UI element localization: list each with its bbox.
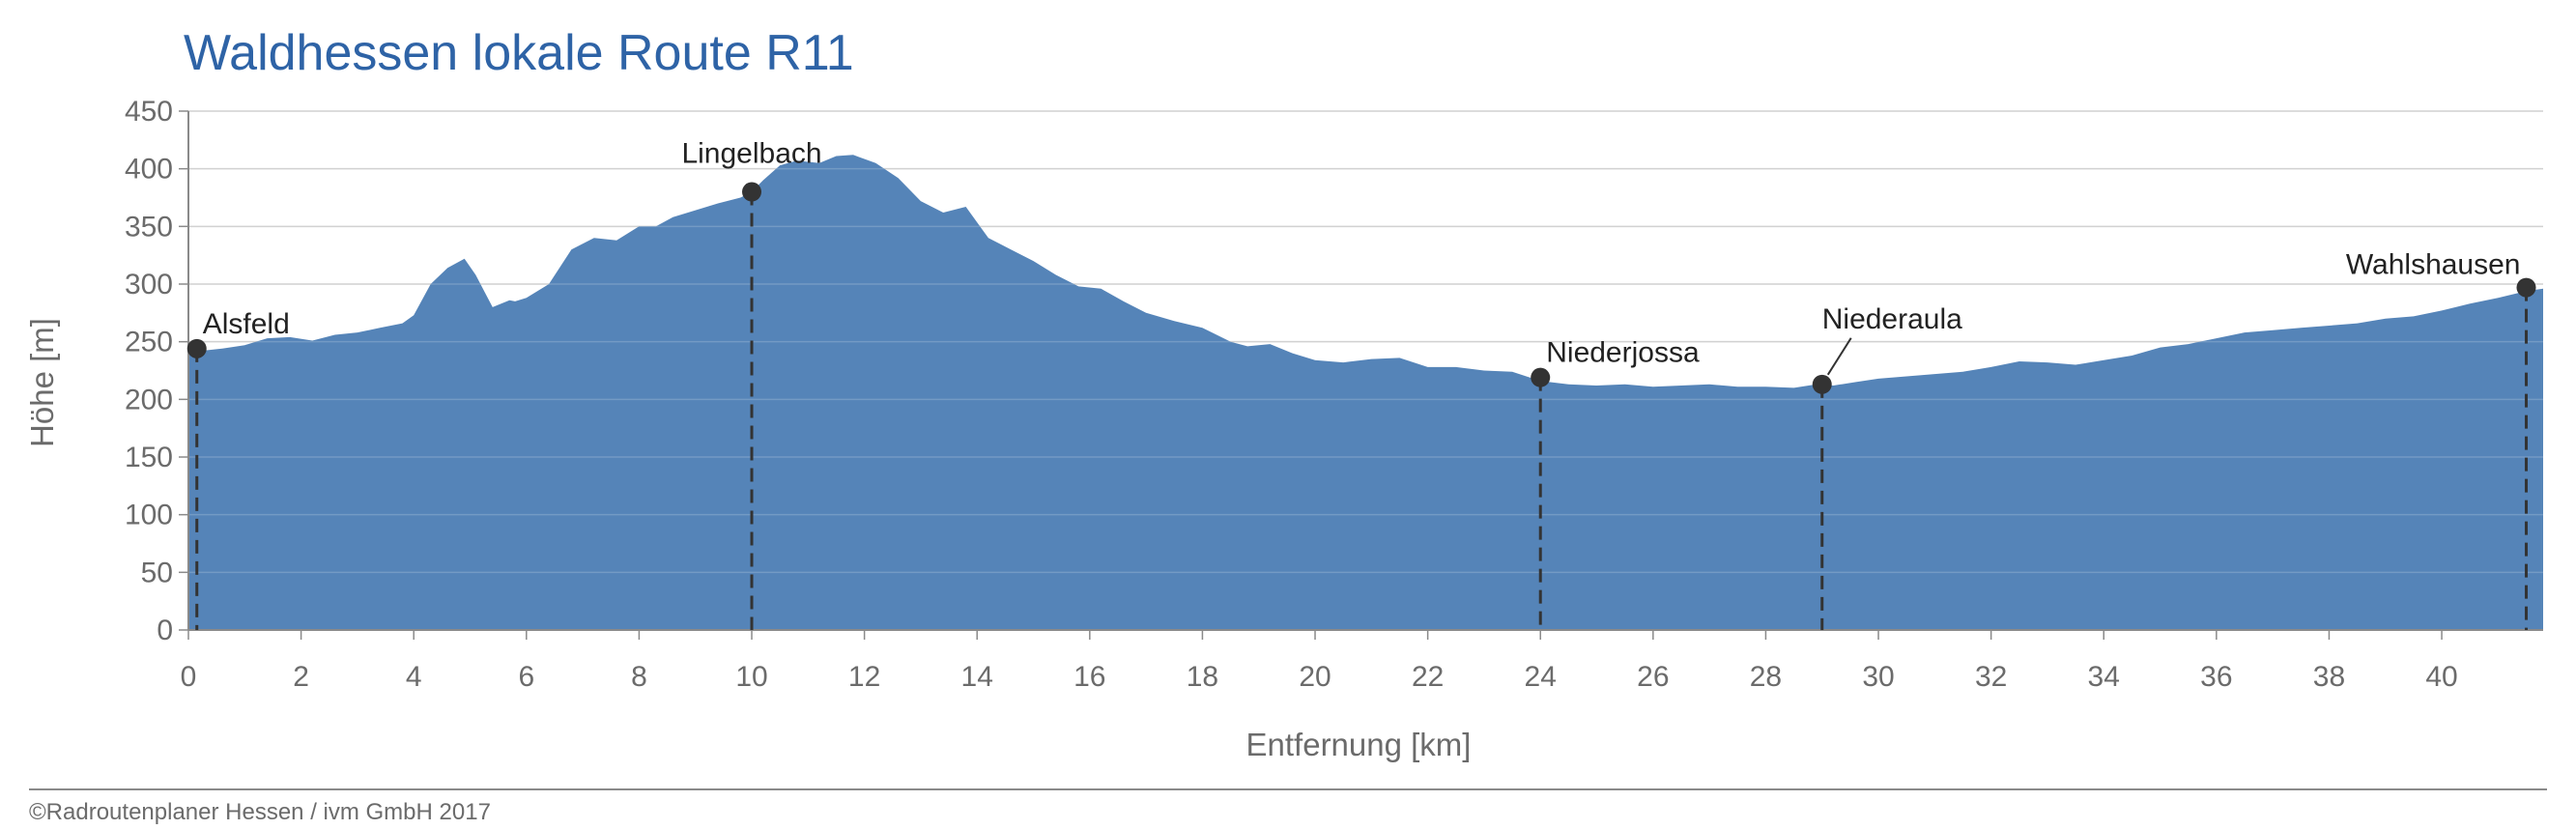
- marker-dot: [742, 182, 762, 202]
- x-tick-label: 36: [2200, 661, 2232, 693]
- y-tick-label: 150: [125, 442, 173, 473]
- y-tick-label: 450: [125, 96, 173, 128]
- marker-label: Wahlshausen: [2346, 249, 2521, 281]
- x-tick-label: 26: [1637, 661, 1669, 693]
- x-tick-label: 38: [2313, 661, 2345, 693]
- y-tick-label: 400: [125, 154, 173, 186]
- x-axis-ticks: 0 2 4 6 8 10 12 14 16 18 20 22 24 26 28 30 32 34 36 38 40: [181, 630, 2458, 693]
- elevation-area-fill: [188, 155, 2543, 631]
- x-tick-label: 32: [1975, 661, 2007, 693]
- x-tick-label: 8: [631, 661, 647, 693]
- marker-label: Lingelbach: [681, 138, 821, 170]
- chart-title: Waldhessen lokale Route R11: [184, 25, 854, 81]
- x-tick-label: 20: [1299, 661, 1331, 693]
- y-tick-label: 250: [125, 327, 173, 358]
- x-axis-title: Entfernung [km]: [1246, 727, 1472, 762]
- marker-dot: [1812, 374, 1832, 394]
- y-tick-label: 300: [125, 269, 173, 301]
- x-tick-label: 34: [2088, 661, 2120, 693]
- marker-leader-line: [1826, 337, 1852, 376]
- marker-label: Niederjossa: [1546, 337, 1700, 369]
- x-tick-label: 18: [1187, 661, 1218, 693]
- x-tick-label: 28: [1750, 661, 1782, 693]
- x-tick-label: 12: [848, 661, 880, 693]
- x-tick-label: 24: [1525, 661, 1557, 693]
- x-tick-label: 16: [1073, 661, 1105, 693]
- y-axis-ticks: 0 50 100 150 200 250 300 350 400 450: [125, 96, 188, 646]
- x-tick-label: 10: [735, 661, 767, 693]
- y-tick-label: 0: [157, 615, 173, 646]
- x-tick-label: 30: [1862, 661, 1894, 693]
- x-tick-label: 4: [406, 661, 422, 693]
- y-tick-label: 350: [125, 211, 173, 243]
- y-axis-title: Höhe [m]: [24, 318, 60, 447]
- x-tick-label: 22: [1412, 661, 1444, 693]
- marker-dot: [186, 338, 207, 358]
- marker-label: Alsfeld: [203, 308, 290, 340]
- x-tick-label: 0: [181, 661, 197, 693]
- axes: [187, 111, 2543, 631]
- elevation-area: [188, 110, 2543, 631]
- marker-dot: [1531, 367, 1551, 387]
- y-tick-label: 200: [125, 384, 173, 415]
- x-tick-label: 14: [961, 661, 993, 693]
- marker-label: Niederaula: [1822, 303, 1962, 335]
- x-tick-label: 2: [293, 661, 309, 693]
- x-tick-label: 6: [518, 661, 534, 693]
- place-markers: Alsfeld Lingelbach Niederjossa Niederaula Wa…: [186, 138, 2536, 630]
- x-tick-label: 40: [2425, 661, 2457, 693]
- y-tick-label: 50: [141, 557, 173, 588]
- y-tick-label: 100: [125, 500, 173, 531]
- marker-dot: [2516, 277, 2536, 298]
- copyright-note: ©Radroutenplaner Hessen / ivm GmbH 2017: [29, 799, 491, 825]
